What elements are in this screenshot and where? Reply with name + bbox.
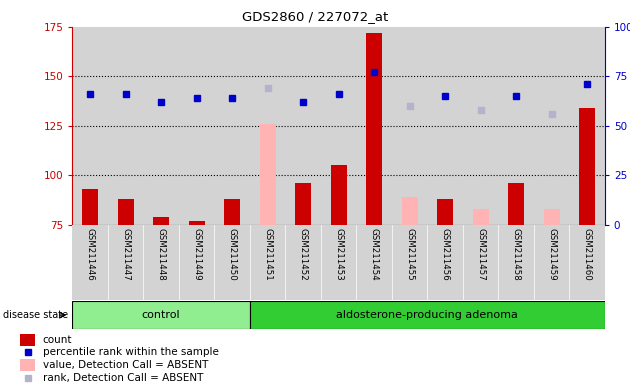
Text: GDS2860 / 227072_at: GDS2860 / 227072_at (242, 10, 388, 23)
Bar (498, 27, 534, 225)
Bar (214, 225, 250, 300)
Bar (20, 334, 35, 346)
Text: GSM211448: GSM211448 (157, 228, 166, 281)
Bar (498, 225, 534, 300)
Bar (108, 225, 144, 300)
Text: GSM211453: GSM211453 (334, 228, 343, 281)
Bar (366, 33, 382, 225)
Text: value, Detection Call = ABSENT: value, Detection Call = ABSENT (43, 360, 208, 370)
Text: count: count (43, 334, 72, 345)
Text: GSM211451: GSM211451 (263, 228, 272, 281)
Bar (188, 221, 205, 225)
Bar (153, 217, 169, 225)
Bar (534, 225, 570, 300)
Bar (285, 27, 321, 225)
Bar (392, 225, 427, 300)
Bar (570, 27, 605, 225)
Bar (118, 199, 134, 225)
Bar (463, 225, 498, 300)
Bar (570, 225, 605, 300)
Bar (179, 225, 214, 300)
Bar (321, 27, 357, 225)
Bar (392, 27, 427, 225)
Text: GSM211456: GSM211456 (440, 228, 450, 281)
Bar (357, 225, 392, 300)
Text: rank, Detection Call = ABSENT: rank, Detection Call = ABSENT (43, 372, 203, 383)
Bar (437, 199, 453, 225)
Bar (472, 209, 489, 225)
Bar (82, 189, 98, 225)
Bar (250, 225, 285, 300)
Bar (144, 27, 179, 225)
Text: GSM211452: GSM211452 (299, 228, 307, 281)
Bar (144, 225, 179, 300)
Text: percentile rank within the sample: percentile rank within the sample (43, 347, 219, 358)
Text: GSM211457: GSM211457 (476, 228, 485, 281)
Text: disease state: disease state (3, 310, 68, 320)
Text: GSM211459: GSM211459 (547, 228, 556, 281)
Bar (357, 27, 392, 225)
Bar (463, 27, 498, 225)
Bar (20, 359, 35, 371)
Bar (72, 225, 108, 300)
Bar (72, 27, 108, 225)
Text: GSM211455: GSM211455 (405, 228, 414, 281)
Bar (285, 225, 321, 300)
Bar (250, 27, 285, 225)
Text: GSM211447: GSM211447 (121, 228, 130, 281)
Bar (179, 27, 214, 225)
Bar (579, 108, 595, 225)
Text: GSM211446: GSM211446 (86, 228, 94, 281)
Bar (534, 27, 570, 225)
Text: GSM211450: GSM211450 (227, 228, 237, 281)
Bar (401, 197, 418, 225)
Bar (544, 209, 559, 225)
Bar (250, 301, 605, 329)
Bar (214, 27, 250, 225)
Text: GSM211454: GSM211454 (370, 228, 379, 281)
Text: GSM211460: GSM211460 (583, 228, 592, 281)
Text: GSM211449: GSM211449 (192, 228, 201, 281)
Bar (108, 27, 144, 225)
Bar (427, 225, 463, 300)
Bar (508, 183, 524, 225)
Bar (224, 199, 240, 225)
Bar (72, 301, 250, 329)
Bar (260, 124, 276, 225)
Bar (295, 183, 311, 225)
Bar (427, 27, 463, 225)
Text: control: control (142, 310, 180, 320)
Bar (331, 166, 346, 225)
Bar (321, 225, 357, 300)
Text: GSM211458: GSM211458 (512, 228, 520, 281)
Text: aldosterone-producing adenoma: aldosterone-producing adenoma (336, 310, 518, 320)
